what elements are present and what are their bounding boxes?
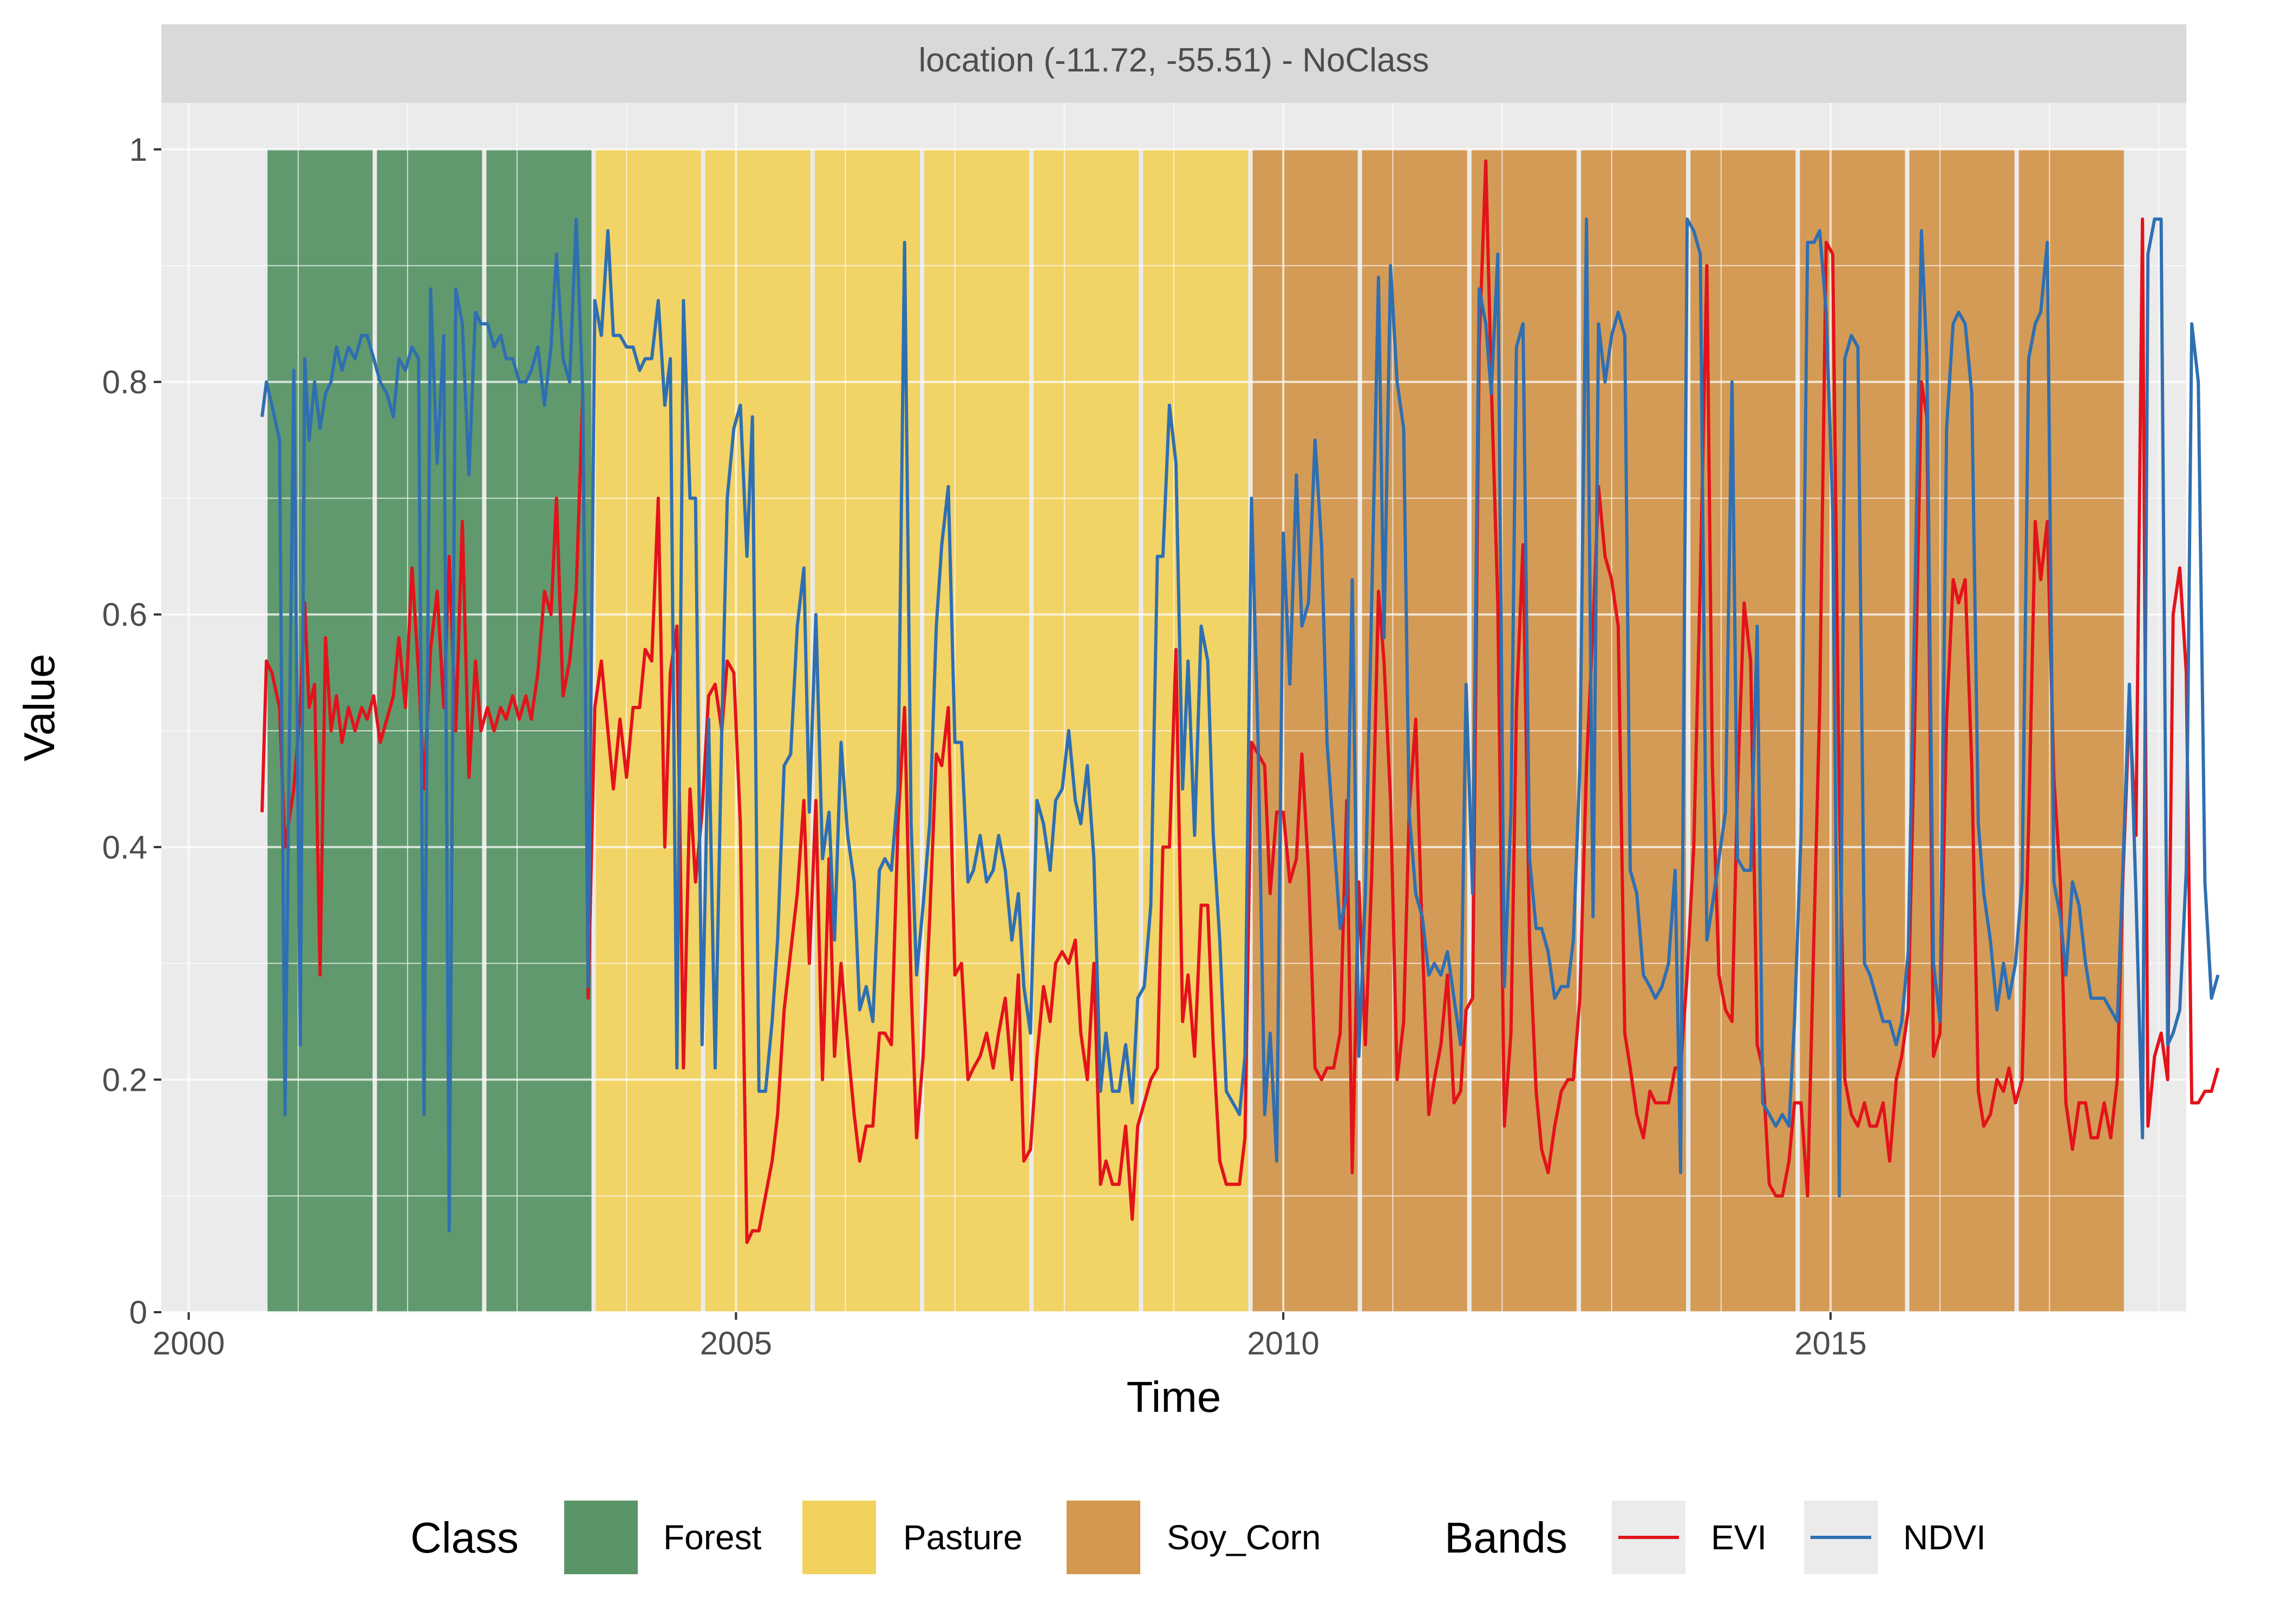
y-tick-label: 0.4: [102, 829, 147, 866]
y-tick-label: 0: [129, 1294, 147, 1331]
y-axis-title: Value: [15, 654, 63, 762]
legend-label-pasture: Pasture: [903, 1518, 1023, 1557]
legend-label-forest: Forest: [663, 1518, 762, 1557]
legend-class-title: Class: [410, 1514, 519, 1562]
legend-label-soy-corn: Soy_Corn: [1167, 1518, 1321, 1557]
grid-major: [161, 103, 2186, 1313]
legend: Class Forest Pasture Soy_Corn Bands EVI …: [410, 1498, 1986, 1576]
legend-bands-title: Bands: [1445, 1514, 1567, 1562]
legend-label-ndvi: NDVI: [1903, 1518, 1986, 1557]
x-tick-label: 2015: [1794, 1325, 1866, 1361]
series-line-ndvi: [260, 217, 2220, 1233]
legend-key-forest: [562, 1498, 640, 1576]
strip-background: [161, 24, 2186, 103]
x-tick-label: 2010: [1247, 1325, 1319, 1361]
strip-title: location (-11.72, -55.51) - NoClass: [918, 42, 1429, 79]
series-lines: [260, 159, 2220, 1245]
legend-key-soy-corn: [1064, 1498, 1142, 1576]
grid-minor: [161, 103, 2186, 1312]
x-axis-title: Time: [1127, 1373, 1221, 1421]
legend-key-pasture: [800, 1498, 878, 1576]
x-tick-label: 2000: [153, 1325, 225, 1361]
x-tick-label: 2005: [700, 1325, 772, 1361]
y-tick-label: 0.2: [102, 1062, 147, 1098]
legend-label-evi: EVI: [1711, 1518, 1767, 1557]
y-tick-label: 0.6: [102, 597, 147, 633]
y-axis: 0 0.2 0.4 0.6 0.8 1: [102, 132, 161, 1331]
y-tick-label: 1: [129, 132, 147, 168]
x-axis: 2000 2005 2010 2015: [153, 1312, 1867, 1361]
y-tick-label: 0.8: [102, 364, 147, 401]
